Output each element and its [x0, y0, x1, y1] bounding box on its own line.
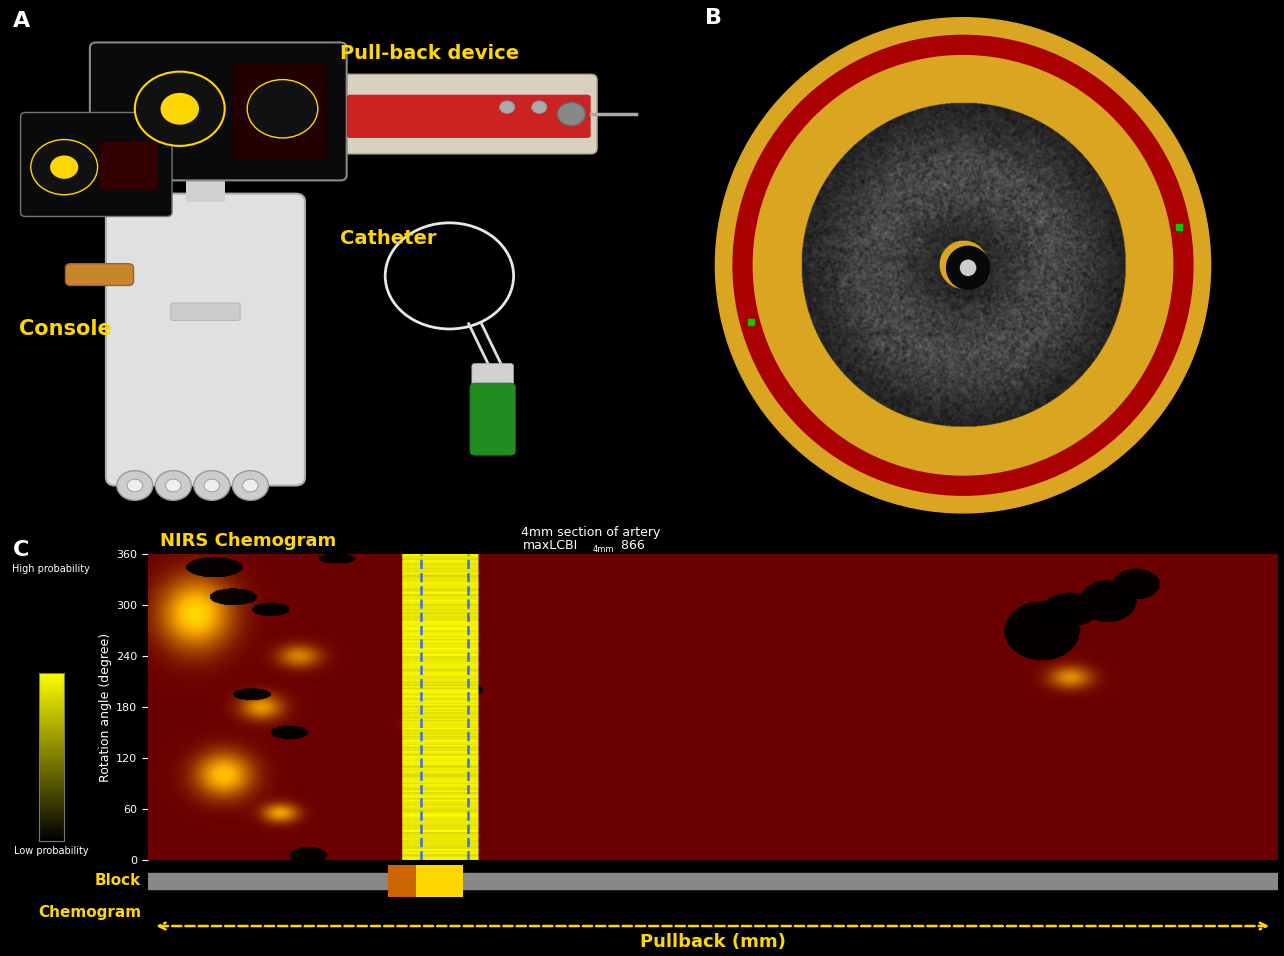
Text: 70: 70 [611, 915, 625, 925]
FancyBboxPatch shape [65, 264, 134, 286]
Circle shape [754, 55, 1172, 475]
Circle shape [946, 247, 990, 290]
Text: Console: Console [19, 319, 112, 339]
FancyBboxPatch shape [90, 42, 347, 181]
Circle shape [166, 479, 181, 491]
Text: Pull-back device: Pull-back device [340, 44, 520, 62]
Text: Block: Block [95, 874, 141, 888]
Text: 20: 20 [1082, 915, 1097, 925]
Text: 100: 100 [325, 915, 347, 925]
FancyBboxPatch shape [340, 75, 597, 154]
Bar [100, 141, 158, 189]
Text: High probability: High probability [13, 564, 90, 574]
Circle shape [160, 93, 199, 124]
Text: Catheter: Catheter [340, 229, 437, 249]
Text: NIRS Chemogram: NIRS Chemogram [160, 532, 336, 550]
Circle shape [243, 479, 258, 491]
Circle shape [247, 79, 318, 138]
Text: 4mm: 4mm [592, 546, 614, 554]
Text: 80: 80 [517, 915, 532, 925]
Circle shape [31, 140, 98, 195]
FancyBboxPatch shape [470, 383, 515, 455]
Text: 30: 30 [989, 915, 1002, 925]
Bar [231, 64, 327, 160]
Circle shape [499, 100, 515, 114]
Text: 866: 866 [616, 538, 645, 552]
Text: 10: 10 [1176, 915, 1190, 925]
Text: B: B [705, 8, 723, 28]
FancyBboxPatch shape [21, 113, 172, 216]
Text: 40: 40 [894, 915, 908, 925]
Circle shape [557, 102, 586, 126]
Circle shape [117, 470, 153, 500]
FancyBboxPatch shape [171, 303, 240, 320]
Text: A: A [13, 11, 30, 31]
Text: 50: 50 [800, 915, 814, 925]
Circle shape [232, 470, 268, 500]
FancyBboxPatch shape [473, 363, 514, 401]
Text: Chemogram: Chemogram [39, 905, 141, 921]
Text: Low probability: Low probability [14, 846, 89, 856]
Text: 60: 60 [706, 915, 719, 925]
Bar [148, 873, 1278, 889]
Circle shape [960, 260, 976, 275]
Text: C: C [13, 540, 30, 560]
Text: 4mm section of artery: 4mm section of artery [520, 526, 660, 539]
Bar [416, 865, 464, 897]
Y-axis label: Rotation angle (degree): Rotation angle (degree) [99, 633, 112, 782]
Text: maxLCBI: maxLCBI [523, 538, 578, 552]
Text: 90: 90 [422, 915, 438, 925]
Text: 0: 0 [1274, 915, 1281, 925]
FancyBboxPatch shape [347, 95, 591, 138]
Circle shape [204, 479, 220, 491]
Circle shape [715, 18, 1211, 512]
Circle shape [155, 470, 191, 500]
Circle shape [194, 470, 230, 500]
Text: 110: 110 [231, 915, 253, 925]
Circle shape [127, 479, 143, 491]
Circle shape [135, 72, 225, 146]
Circle shape [733, 35, 1193, 495]
FancyBboxPatch shape [105, 194, 306, 486]
Circle shape [532, 100, 547, 114]
Bar [186, 175, 225, 202]
Bar [388, 865, 416, 897]
Circle shape [50, 156, 78, 179]
Text: Pullback (mm): Pullback (mm) [639, 932, 786, 950]
Text: 120: 120 [137, 915, 158, 925]
